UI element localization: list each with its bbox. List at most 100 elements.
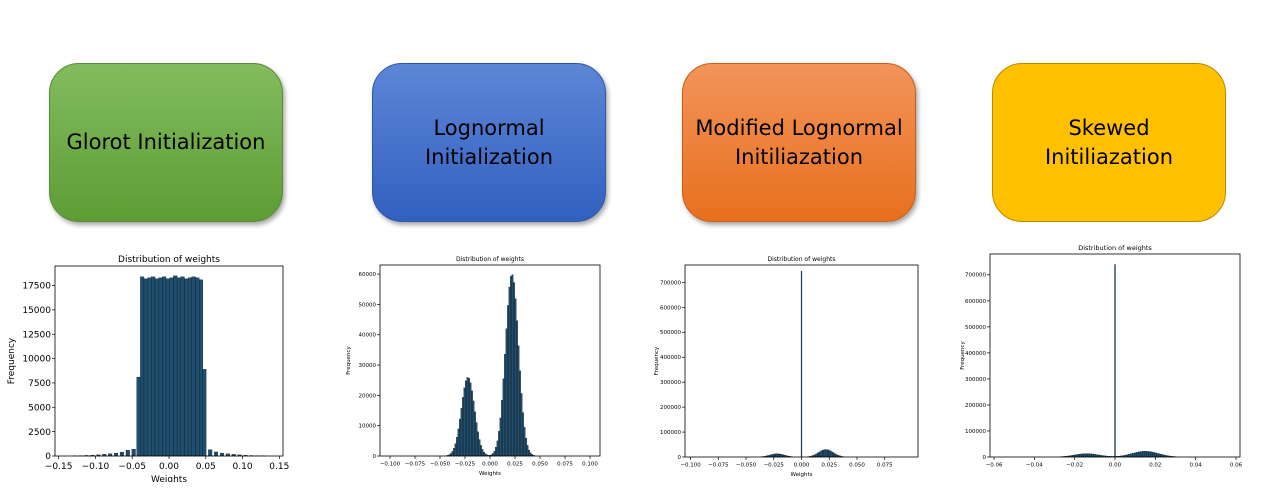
y-tick-label: 400000 [965,351,986,357]
histogram-bar [1089,453,1092,458]
x-tick-label: 0.00 [1109,463,1122,469]
histogram-bar [1144,451,1147,458]
histogram-bar [202,369,207,457]
box-label: Lognormal Initialization [424,115,554,169]
histogram-bar [528,449,530,457]
y-tick-label: 0 [373,454,377,460]
x-tick-label: −0.050 [736,463,757,469]
histogram-bar [523,427,526,457]
y-tick-label: 10000 [359,424,377,430]
x-tick-label: 0.050 [532,462,548,468]
histogram-bar [480,445,482,457]
histogram-bar [481,449,484,457]
x-tick-label: 0.000 [482,462,498,468]
histogram-bar [1138,451,1141,458]
y-tick-label: 300000 [965,377,986,383]
y-tick-label: 0 [45,452,51,462]
histogram-bar [1087,453,1090,458]
histogram-bar [517,345,520,457]
x-tick-label: 0.025 [507,462,523,468]
histogram-bar [475,422,478,457]
y-tick-label: 600000 [660,305,681,311]
histogram-bar [465,380,467,457]
histogram-bar [820,450,823,458]
histogram-bar [501,400,503,457]
histogram-bar [208,449,213,457]
histogram-bar [772,454,775,458]
glorot-initialization-box: Glorot Initialization [49,63,283,222]
x-tick-label: −0.05 [118,462,146,472]
y-tick-label: 700000 [965,273,986,279]
histogram-bar [832,452,835,458]
skewed-initialization-box: Skewed Initiliazation [992,63,1226,222]
histogram-bar [1154,452,1157,458]
histogram-bar [165,278,170,457]
x-tick-label: −0.075 [708,463,729,469]
histogram-bar [143,278,148,457]
histogram-bar [1140,451,1143,458]
x-tick-label: −0.15 [45,462,73,472]
histogram-bar [483,452,485,457]
y-tick-label: 500000 [965,325,986,331]
histogram-bar [1148,451,1151,458]
histogram-bar [457,428,460,457]
y-tick-label: 30000 [359,363,377,369]
histogram-bar [508,286,511,457]
histogram-bar [453,448,455,457]
x-tick-label: −0.06 [986,463,1003,469]
histogram-bar [775,453,778,458]
histogram-bar [498,431,500,457]
histogram-bar [180,276,185,457]
x-tick-label: 0.000 [794,463,810,469]
x-tick-label: 0.075 [557,462,573,468]
y-tick-label: 15000 [22,306,51,316]
y-tick-label: 0 [983,455,987,461]
histogram-bar [504,354,506,457]
histogram-bar [514,298,517,457]
histogram-bar [773,453,776,458]
y-tick-label: 50000 [359,302,377,308]
histogram-bar [219,452,224,457]
histogram-bar [154,278,159,457]
histogram-bar [195,277,200,457]
histogram-bar [817,452,820,458]
x-tick-label: 0.025 [821,463,837,469]
modified-lognormal-initialization-box: Modified Lognormal Initiliazation [682,63,916,222]
chart-title: Distribution of weights [768,256,836,263]
y-tick-label: 2500 [28,428,51,438]
histogram-bar [1091,453,1094,458]
histogram-bar [815,453,818,458]
histogram-bar [1083,453,1086,458]
histogram-bar [780,454,783,458]
histogram-bar [1158,453,1161,458]
histogram-bar [459,418,461,457]
histogram-bar [507,305,509,457]
x-tick-label: 0.05 [196,462,216,472]
y-axis-label: Frequency [7,337,17,384]
histogram-bar [513,282,515,457]
histogram-bar [469,382,472,457]
histogram-bar [147,277,152,457]
histogram-bar [1134,452,1137,458]
y-tick-label: 200000 [965,403,986,409]
x-tick-label: −0.02 [1066,463,1083,469]
histogram-bar [520,393,523,457]
histogram-bar [125,450,130,457]
histogram-bar [822,449,825,458]
x-tick-label: 0.050 [849,463,865,469]
histogram-bar [1079,453,1082,458]
x-tick-label: 0.100 [582,462,598,468]
y-axis-label: Frequency [654,346,660,375]
histogram-bar [478,439,481,457]
y-tick-label: 300000 [660,380,681,386]
histogram-bar [833,453,836,458]
histogram-bar [187,277,192,457]
histogram-bar [140,276,145,457]
x-axis-label: Weights [479,471,501,477]
x-axis-label: Weights [790,472,812,477]
y-tick-label: 12500 [22,330,51,340]
x-tick-label: −0.075 [405,462,426,468]
histogram-bar [214,451,219,457]
histogram-bar [526,445,529,457]
chart-title: Distribution of weights [1078,244,1152,252]
